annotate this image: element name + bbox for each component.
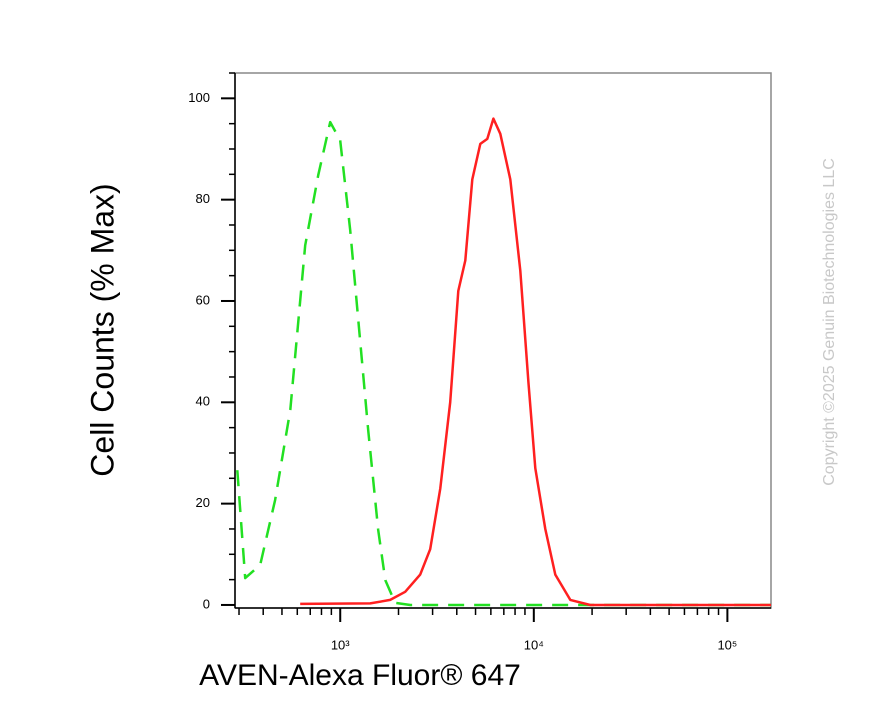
- x-tick-label: 10³: [331, 637, 350, 652]
- y-tick-label: 40: [196, 394, 210, 409]
- y-tick-label: 20: [196, 495, 210, 510]
- watermark: Copyright ©2025 Genuin Biotechnologies L…: [821, 158, 838, 486]
- plot-frame: [234, 72, 772, 609]
- x-axis-label: AVEN-Alexa Fluor® 647: [199, 659, 521, 692]
- y-tick-label: 80: [196, 191, 210, 206]
- y-tick-label: 60: [196, 292, 210, 307]
- y-axis-label: Cell Counts (% Max): [84, 183, 120, 476]
- histogram-line: [236, 120, 771, 607]
- histogram-line: [300, 117, 771, 607]
- y-tick-label: 100: [188, 90, 210, 105]
- y-tick-label: 0: [203, 596, 210, 611]
- x-tick-label: 10⁴: [524, 637, 544, 652]
- x-tick-label: 10⁵: [717, 637, 737, 652]
